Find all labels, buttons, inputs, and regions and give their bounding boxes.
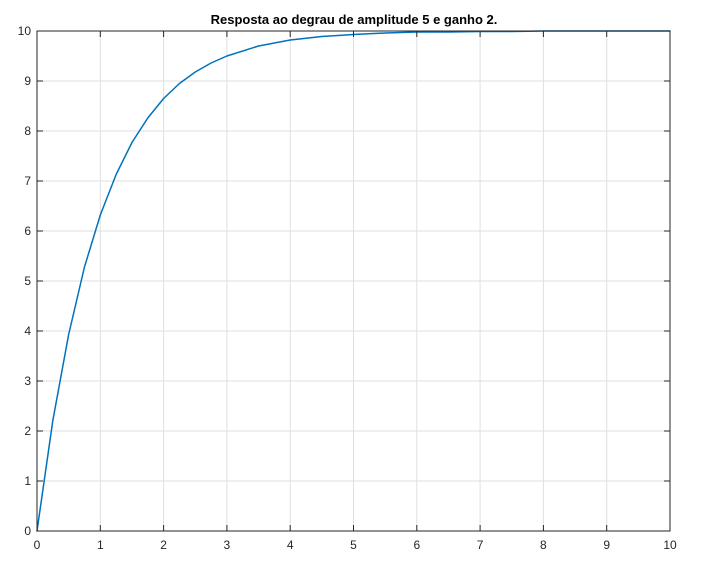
x-tick-label: 10 [663, 538, 677, 552]
y-tick-label: 1 [24, 474, 31, 488]
y-tick-label: 3 [24, 374, 31, 388]
x-tick-label: 5 [350, 538, 357, 552]
x-tick-label: 4 [287, 538, 294, 552]
y-tick-labels: 0 1 2 3 4 5 6 7 8 9 10 [18, 24, 32, 538]
x-tick-labels: 0 1 2 3 4 5 6 7 8 9 10 [34, 538, 677, 552]
x-tick-label: 7 [477, 538, 484, 552]
x-tick-label: 0 [34, 538, 41, 552]
y-tick-label: 4 [24, 324, 31, 338]
y-tick-label: 8 [24, 124, 31, 138]
y-tick-label: 5 [24, 274, 31, 288]
y-tick-label: 9 [24, 74, 31, 88]
x-tick-label: 9 [603, 538, 610, 552]
x-tick-label: 2 [160, 538, 167, 552]
y-tick-label: 2 [24, 424, 31, 438]
tick-marks [36, 30, 671, 532]
x-tick-label: 8 [540, 538, 547, 552]
y-tick-label: 7 [24, 174, 31, 188]
y-tick-label: 6 [24, 224, 31, 238]
x-tick-label: 6 [413, 538, 420, 552]
chart-title: Resposta ao degrau de amplitude 5 e ganh… [211, 12, 498, 27]
x-tick-label: 1 [97, 538, 104, 552]
x-tick-label: 3 [224, 538, 231, 552]
y-tick-label: 0 [24, 524, 31, 538]
y-tick-label: 10 [18, 24, 32, 38]
